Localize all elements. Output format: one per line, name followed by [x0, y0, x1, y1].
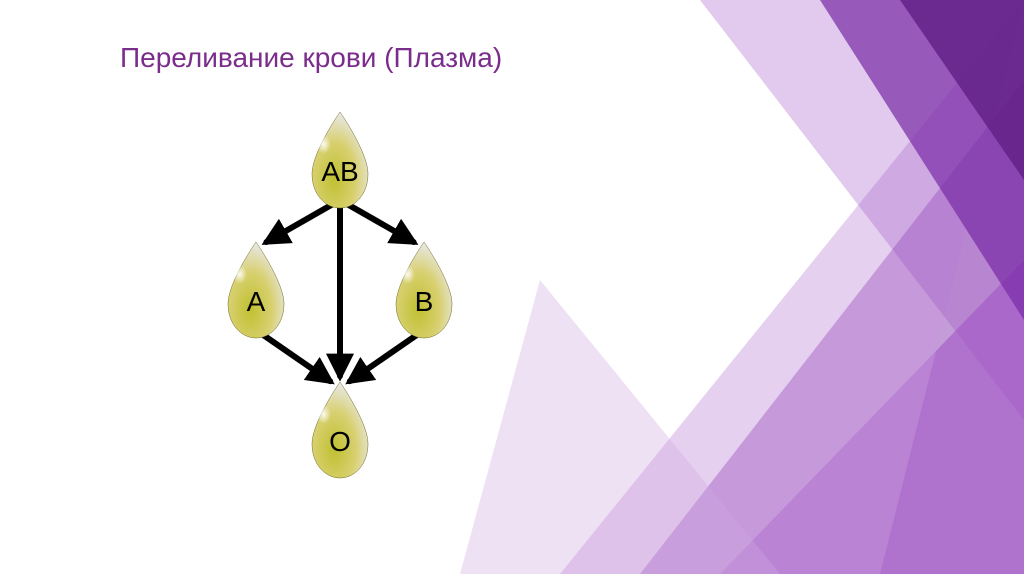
slide-title: Переливание крови (Плазма) [120, 42, 502, 74]
drop-label-a: A [218, 286, 294, 318]
drop-o: O [302, 380, 378, 480]
drop-label-o: O [302, 426, 378, 458]
drop-ab: AB [302, 110, 378, 210]
plasma-diagram: AB A B [170, 110, 510, 530]
drop-b: B [386, 240, 462, 340]
drop-label-ab: AB [302, 156, 378, 188]
drop-a: A [218, 240, 294, 340]
drop-label-b: B [386, 286, 462, 318]
background-decor [0, 0, 1024, 574]
